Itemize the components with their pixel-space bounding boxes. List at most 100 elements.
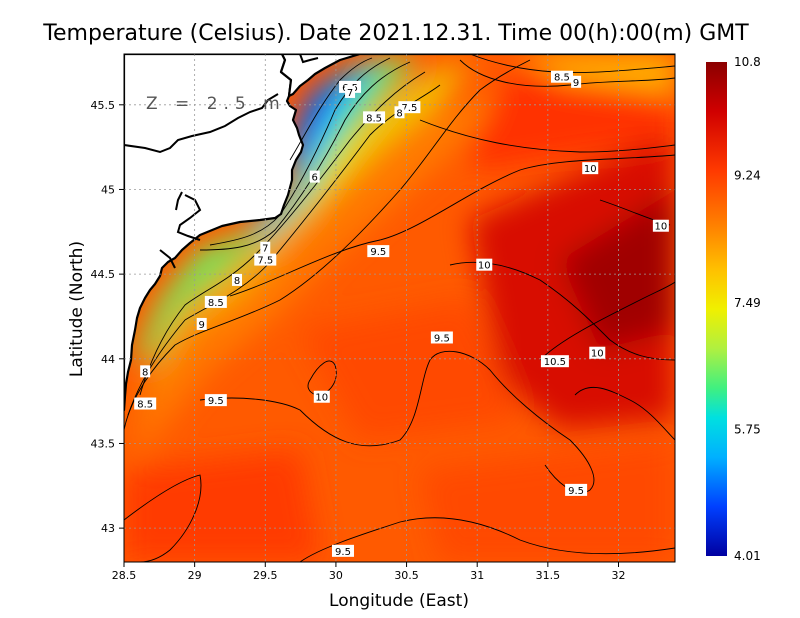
coastline-details	[124, 54, 319, 269]
contour-label-bg	[652, 219, 669, 232]
shelf-blue-band	[290, 70, 360, 170]
y-tick-label: 43	[101, 522, 115, 535]
contour-label-bg	[571, 75, 582, 88]
colorbar-tick-label: 7.49	[734, 296, 761, 310]
colorbar: 10.8 9.24 7.49 5.75 4.01	[706, 55, 761, 563]
shelf-cyan-band	[250, 60, 385, 240]
colorbar-tick-label: 9.24	[734, 168, 761, 182]
contour-9-5-south	[299, 517, 675, 562]
land-mass	[124, 54, 675, 412]
depth-annotation: Z = 2.5 m	[146, 94, 286, 114]
contour-10-mid	[449, 261, 675, 361]
contour-label: 7	[347, 88, 353, 99]
contour-label-bg	[345, 85, 356, 98]
shelf-yellow-band	[124, 60, 470, 440]
shelf-green-band	[135, 60, 420, 360]
contour-label: 8	[142, 367, 148, 378]
x-tick-label: 30	[329, 569, 343, 582]
land-delta-islet	[279, 54, 675, 98]
contour-label-bg	[582, 162, 599, 175]
y-tick-label: 43.5	[91, 437, 116, 450]
x-tick-label: 31.5	[536, 569, 561, 582]
contour-label: 9.5	[568, 486, 584, 497]
contour-label-bg	[254, 253, 277, 266]
x-axis-label: Longitude (East)	[329, 591, 469, 611]
y-axis-ticks: 43 43.5 44 44.5 45 45.5	[91, 99, 124, 535]
contour-9-5-east	[574, 386, 675, 441]
contour-label: 6	[312, 173, 318, 184]
contour-label-bg	[476, 258, 493, 271]
x-tick-label: 30.5	[394, 569, 419, 582]
x-tick-label: 28.5	[112, 569, 137, 582]
contour-label: 9	[199, 320, 205, 331]
south-warm-region	[124, 450, 320, 562]
contour-label-bg	[430, 331, 453, 344]
y-tick-label: 45	[101, 183, 115, 196]
contour-10-5	[539, 281, 675, 361]
x-tick-label: 32	[611, 569, 625, 582]
contour-9-5-central	[199, 350, 595, 494]
chart-title: Temperature (Celsius). Date 2021.12.31. …	[42, 21, 749, 46]
contour-10-southwest	[124, 474, 202, 562]
contour-label: 10	[478, 261, 491, 272]
contour-label-bg	[394, 106, 405, 119]
contour-label: 8	[396, 108, 402, 119]
contour-6-5-shelf	[289, 57, 373, 161]
colorbar-tick-label: 5.75	[734, 422, 761, 436]
contour-label-bg	[589, 346, 606, 359]
contour-label: 7.5	[401, 103, 417, 114]
ne-corner-cool	[520, 54, 675, 95]
contour-10-north	[419, 119, 675, 153]
contour-label-bg	[309, 170, 320, 183]
contour-label: 9.5	[370, 247, 386, 258]
central-warm-band	[300, 300, 520, 440]
colorbar-tick-label: 10.8	[734, 55, 761, 69]
contour-label: 10	[315, 393, 328, 404]
shelf-orange-band	[124, 80, 500, 470]
contour-labels: 8.596.577.588.56101077.59.51088.599.510.…	[134, 70, 669, 558]
contour-label-bg	[204, 394, 227, 407]
y-tick-label: 45.5	[91, 99, 116, 112]
contour-label-bg	[196, 317, 207, 330]
contour-label: 9.5	[335, 547, 351, 558]
contour-10-loop	[307, 360, 337, 396]
x-tick-label: 29.5	[253, 569, 278, 582]
contour-label: 10	[655, 222, 668, 233]
plot-frame	[123, 53, 676, 563]
contour-label: 8.5	[366, 113, 382, 124]
contour-label-bg	[204, 295, 227, 308]
x-tick-label: 31	[470, 569, 484, 582]
hot-core-region	[560, 190, 675, 350]
contour-label: 8.5	[208, 298, 224, 309]
contour-label-bg	[134, 397, 157, 410]
contour-lines	[124, 54, 675, 562]
contour-label: 10.5	[544, 357, 566, 368]
contour-9-north	[459, 59, 675, 87]
contour-label-bg	[367, 245, 390, 258]
contour-label-bg	[540, 355, 569, 368]
contour-label: 7	[262, 244, 268, 255]
y-tick-label: 44	[101, 353, 115, 366]
contour-label-bg	[331, 544, 354, 557]
contour-label: 8.5	[137, 400, 153, 411]
contour-9-5-main	[229, 154, 675, 297]
contour-label: 9.5	[434, 333, 450, 344]
contour-label: 10	[584, 164, 597, 175]
contour-label-bg	[140, 365, 151, 378]
y-axis-label: Latitude (North)	[67, 241, 87, 377]
x-tick-label: 29	[188, 569, 202, 582]
colorbar-ticks: 10.8 9.24 7.49 5.75 4.01	[734, 55, 761, 563]
contour-label: 9.5	[208, 396, 224, 407]
x-axis-ticks: 28.5 29 29.5 30 30.5 31 31.5 32	[112, 562, 625, 582]
colorbar-gradient	[706, 62, 727, 556]
contour-label-bg	[313, 390, 330, 403]
contour-label-bg	[232, 273, 243, 286]
contour-label-bg	[550, 70, 573, 83]
contour-label: 8	[234, 276, 240, 287]
contour-label: 9	[573, 78, 579, 89]
contour-label-bg	[565, 483, 588, 496]
land-north-coast	[124, 54, 305, 412]
colorbar-tick-label: 4.01	[734, 549, 761, 563]
contour-label-bg	[260, 241, 271, 254]
